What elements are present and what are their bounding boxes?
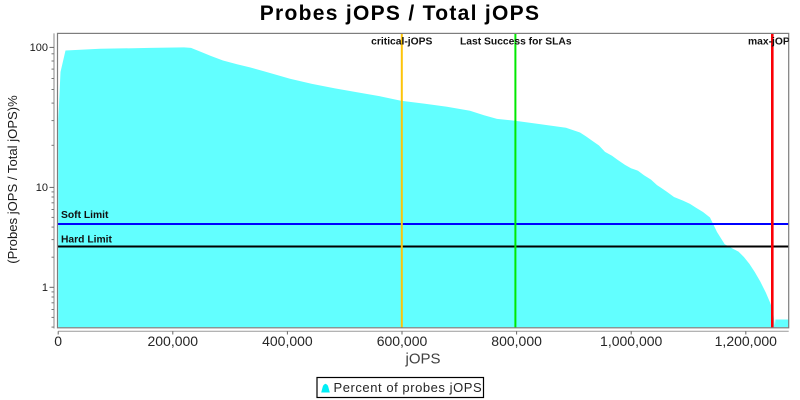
svg-text:10: 10	[36, 182, 48, 194]
svg-text:200,000: 200,000	[147, 333, 198, 349]
svg-text:1: 1	[42, 282, 48, 294]
svg-text:0: 0	[54, 333, 62, 349]
svg-text:600,000: 600,000	[377, 333, 428, 349]
svg-text:Last Success for SLAs: Last Success for SLAs	[460, 37, 572, 48]
svg-text:max-jOPS: max-jOPS	[748, 37, 797, 48]
svg-text:critical-jOPS: critical-jOPS	[371, 37, 432, 48]
svg-text:800,000: 800,000	[491, 333, 542, 349]
svg-text:1,000,000: 1,000,000	[600, 333, 662, 349]
svg-text:jOPS: jOPS	[404, 351, 440, 368]
svg-text:Percent of probes jOPS: Percent of probes jOPS	[334, 380, 483, 395]
svg-text:Soft Limit: Soft Limit	[61, 210, 109, 221]
svg-text:(Probes jOPS / Total jOPS)%: (Probes jOPS / Total jOPS)%	[5, 95, 20, 264]
svg-text:100: 100	[30, 42, 48, 54]
svg-text:Hard Limit: Hard Limit	[61, 234, 112, 245]
svg-text:400,000: 400,000	[262, 333, 313, 349]
svg-text:Probes jOPS / Total jOPS: Probes jOPS / Total jOPS	[260, 2, 541, 25]
svg-text:1,200,000: 1,200,000	[715, 333, 777, 349]
